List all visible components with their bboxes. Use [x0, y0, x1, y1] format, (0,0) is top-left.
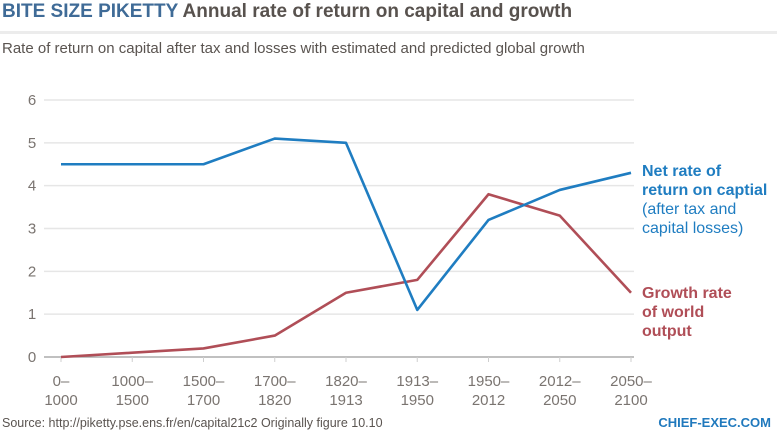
x-tick-label: 2050– — [610, 373, 652, 390]
x-tick-label: 1700 — [187, 392, 220, 409]
legend-return-line-4: capital losses) — [642, 220, 744, 237]
x-tick-label: 1913 — [329, 392, 362, 409]
chart-title: Annual rate of return on capital and gro… — [182, 1, 573, 22]
legend-growth-line-2: of world — [642, 304, 705, 321]
y-tick-label: 3 — [28, 221, 36, 238]
x-tick-label: 1950 — [401, 392, 434, 409]
x-tick-label: 1700– — [254, 373, 296, 390]
y-tick-label: 1 — [28, 306, 36, 323]
x-tick-label: 1000– — [111, 373, 153, 390]
legend-growth-line-3: output — [642, 323, 692, 340]
chart-header: BITE SIZE PIKETTY Annual rate of return … — [2, 1, 572, 23]
x-tick-label: 1000 — [44, 392, 77, 409]
y-tick-label: 5 — [28, 135, 36, 152]
y-tick-label: 6 — [28, 92, 36, 109]
y-tick-label: 0 — [28, 349, 36, 366]
series-line-growth — [60, 192, 632, 359]
chart-subtitle: Rate of return on capital after tax and … — [2, 40, 585, 57]
site-link[interactable]: CHIEF-EXEC.COM — [658, 415, 771, 430]
x-tick-label: 2100 — [614, 392, 647, 409]
x-tick-label: 1950– — [468, 373, 510, 390]
x-tick-label: 2012 — [472, 392, 505, 409]
legend-return-line-2: return on captial — [642, 182, 768, 199]
x-tick-label: 1500 — [116, 392, 149, 409]
legend-growth-line-1: Growth rate — [642, 285, 732, 302]
x-tick-label: 2012– — [539, 373, 581, 390]
x-tick-label: 1820– — [325, 373, 367, 390]
x-tick-label: 1913– — [396, 373, 438, 390]
legend-growth: Growth rate of world output — [642, 284, 732, 341]
legend-return-line-1: Net rate of — [642, 163, 722, 180]
x-tick-label: 2050 — [543, 392, 576, 409]
legend-return: Net rate of return on captial (after tax… — [642, 162, 767, 238]
x-tick-label: 1820 — [258, 392, 291, 409]
series-line-return — [61, 137, 632, 312]
y-tick-label: 2 — [28, 263, 36, 280]
brand-label: BITE SIZE PIKETTY — [2, 1, 178, 22]
y-tick-label: 4 — [28, 178, 36, 195]
header-divider — [0, 31, 777, 34]
x-tick-label: 0– — [53, 373, 70, 390]
legend-return-line-3: (after tax and — [642, 201, 737, 218]
source-note: Source: http://piketty.pse.ens.fr/en/cap… — [2, 416, 383, 430]
x-tick-label: 1500– — [183, 373, 225, 390]
